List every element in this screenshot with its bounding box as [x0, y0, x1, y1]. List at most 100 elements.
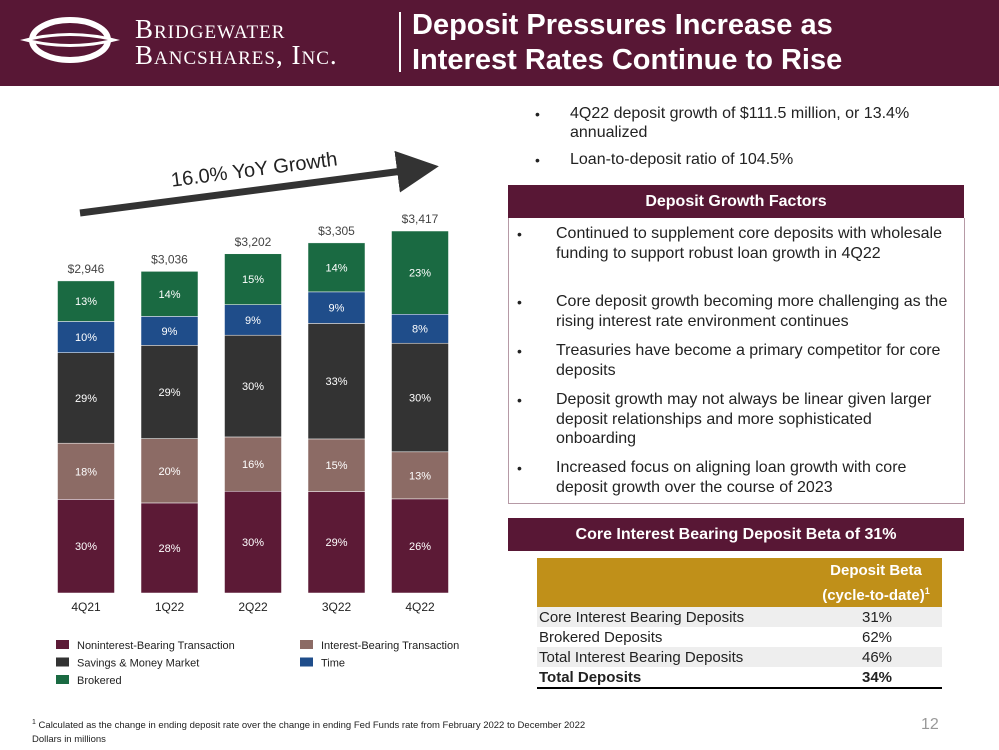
table-cell: Total Deposits — [537, 667, 810, 689]
highlight: 4Q22 deposit growth of $111.5 million, o… — [570, 105, 910, 141]
column-header: Deposit Beta (cycle-to-date)1 — [810, 558, 942, 607]
section-box — [508, 218, 965, 504]
data-label: 8% — [412, 324, 428, 336]
units-note: Dollars in millions — [32, 734, 106, 745]
bar-segment — [140, 438, 199, 504]
data-label: 26% — [409, 541, 431, 553]
table-row: Core Interest Bearing Deposits 31% — [537, 607, 942, 627]
bar-segment — [57, 352, 115, 444]
legend-swatch — [56, 657, 69, 667]
data-label: 20% — [158, 466, 180, 478]
legend-label: Noninterest-Bearing Transaction — [77, 640, 235, 652]
header-text: (cycle-to-date) — [822, 586, 925, 604]
data-label: 30% — [242, 537, 264, 549]
note-mark: 1 — [32, 719, 36, 726]
note-mark: 1 — [924, 585, 930, 596]
x-tick-label: 4Q21 — [71, 600, 101, 614]
factor: Deposit growth may not always be linear … — [556, 391, 932, 447]
footnote-text: Calculated as the change in ending depos… — [38, 720, 586, 732]
bar-segment — [57, 280, 115, 322]
bar-segment — [57, 442, 115, 500]
total-label: $3,305 — [318, 224, 355, 238]
legend-label: Savings & Money Market — [77, 658, 199, 670]
data-label: 29% — [75, 393, 97, 405]
logo-text: Bancshares, Inc. — [135, 40, 338, 70]
header-bar: Bridgewater Bancshares, Inc. Deposit Pre… — [0, 0, 999, 86]
bar-segment — [307, 291, 366, 324]
logo-text: Bridgewater — [135, 14, 286, 44]
legend-label: Interest-Bearing Transaction — [321, 640, 459, 652]
bar-segment — [224, 334, 282, 438]
page-number: 12 — [921, 716, 939, 733]
bar-segment — [224, 253, 282, 305]
bar-segment — [224, 490, 282, 594]
growth-arrow — [79, 150, 439, 217]
data-label: 33% — [325, 376, 347, 388]
factor: Treasuries have become a primary competi… — [556, 342, 941, 379]
total-label: $3,036 — [151, 252, 188, 266]
slide-title: Deposit Pressures Increase as — [412, 9, 833, 41]
table-row: Total Deposits 34% — [537, 667, 942, 689]
factor: Core deposit growth becoming more challe… — [556, 293, 948, 330]
x-tick-label: 1Q22 — [155, 600, 185, 614]
table-cell: 34% — [810, 667, 942, 689]
table-row: Brokered Deposits 62% — [537, 627, 942, 647]
x-tick-label: 4Q22 — [405, 600, 435, 614]
section-header: Core Interest Bearing Deposit Beta of 31… — [508, 518, 964, 551]
bullet: • — [517, 392, 522, 408]
data-label: 16% — [242, 459, 264, 471]
legend-swatch — [56, 675, 69, 684]
bar-segment — [140, 345, 199, 439]
bar-segment — [391, 451, 449, 500]
factor: Increased focus on aligning loan growth … — [556, 459, 907, 496]
table-cell: Total Interest Bearing Deposits — [537, 647, 810, 667]
table-cell: Core Interest Bearing Deposits — [537, 607, 810, 627]
data-label: 13% — [75, 296, 97, 308]
footnote: 1 Calculated as the change in ending dep… — [32, 719, 585, 731]
legend-swatch — [300, 657, 313, 667]
table-cell: 31% — [810, 607, 942, 627]
x-tick-label: 3Q22 — [322, 600, 352, 614]
data-label: 30% — [75, 541, 97, 553]
section-header: Deposit Growth Factors — [508, 185, 964, 218]
logo-mark — [20, 17, 120, 63]
bar-segment — [57, 499, 115, 594]
bar-segment — [140, 271, 199, 317]
data-label: 10% — [75, 332, 97, 344]
data-label: 14% — [158, 289, 180, 301]
total-label: $2,946 — [68, 262, 105, 276]
total-label: $3,202 — [235, 235, 272, 249]
slide-title: Interest Rates Continue to Rise — [412, 44, 843, 76]
data-label: 15% — [325, 460, 347, 472]
table-row: Total Interest Bearing Deposits 46% — [537, 647, 942, 667]
bar-segment — [307, 491, 366, 594]
data-label: 9% — [245, 315, 261, 327]
data-label: 30% — [409, 393, 431, 405]
table-cell: 46% — [810, 647, 942, 667]
legend-swatch — [56, 640, 69, 649]
bar-segment — [391, 230, 449, 315]
bar-segment — [140, 502, 199, 594]
table-cell: 62% — [861, 628, 893, 646]
table-cell: Brokered Deposits — [539, 628, 663, 646]
bullet: • — [517, 343, 522, 359]
data-label: 29% — [158, 387, 180, 399]
bar-segment — [140, 316, 199, 346]
bar-segment — [307, 323, 366, 440]
data-label: 9% — [162, 326, 178, 338]
beta-table: Deposit Beta (cycle-to-date)1 Core Intere… — [537, 558, 942, 689]
data-label: 15% — [242, 274, 264, 286]
bar-segment — [307, 438, 366, 492]
chart: 16.0% YoY Growth 30%18%29%10%13%$2,9464Q… — [56, 148, 459, 687]
bar-segment — [307, 242, 366, 293]
bullet: • — [517, 460, 522, 476]
x-tick-label: 2Q22 — [238, 600, 268, 614]
bullet: • — [535, 152, 540, 168]
data-label: 14% — [325, 262, 347, 274]
legend-label: Time — [321, 658, 345, 670]
factor: Continued to supplement core deposits wi… — [556, 225, 943, 262]
data-label: 30% — [242, 381, 264, 393]
data-label: 29% — [325, 537, 347, 549]
bar-segment — [391, 314, 449, 344]
